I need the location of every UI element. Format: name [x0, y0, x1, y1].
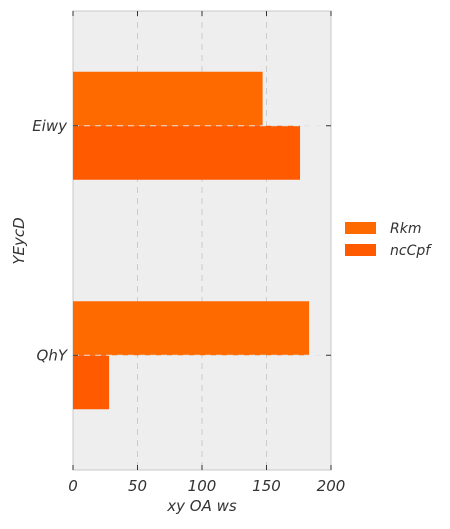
legend-label-Rkm: Rkm	[390, 221, 421, 237]
y-tick-label: QhY	[37, 346, 69, 364]
bar-Rkm-Eiwy	[73, 71, 263, 126]
bars	[73, 71, 331, 410]
x-tick-label: 100	[188, 477, 217, 495]
y-tick-label: Eiwy	[32, 117, 68, 135]
bar-Rkm-QhY	[73, 301, 310, 356]
legend-swatch-Rkm	[345, 222, 376, 234]
x-tick-label: 0	[68, 477, 78, 495]
y-axis-title: YEycD	[10, 217, 28, 264]
bar-ncCpf-Eiwy	[73, 125, 301, 180]
x-tick-label: 200	[317, 477, 346, 495]
x-tick-label: 50	[128, 477, 147, 495]
legend-swatch-ncCpf	[345, 244, 376, 256]
x-axis-title: xy OA ws	[166, 497, 237, 515]
bar-ncCpf-QhY	[73, 355, 110, 410]
legend: Rkm ncCpf	[345, 221, 432, 259]
axis-ticks: 0 50 100 150 200 Eiwy QhY	[32, 11, 345, 495]
x-tick-label: 150	[252, 477, 281, 495]
legend-label-ncCpf: ncCpf	[390, 243, 432, 259]
